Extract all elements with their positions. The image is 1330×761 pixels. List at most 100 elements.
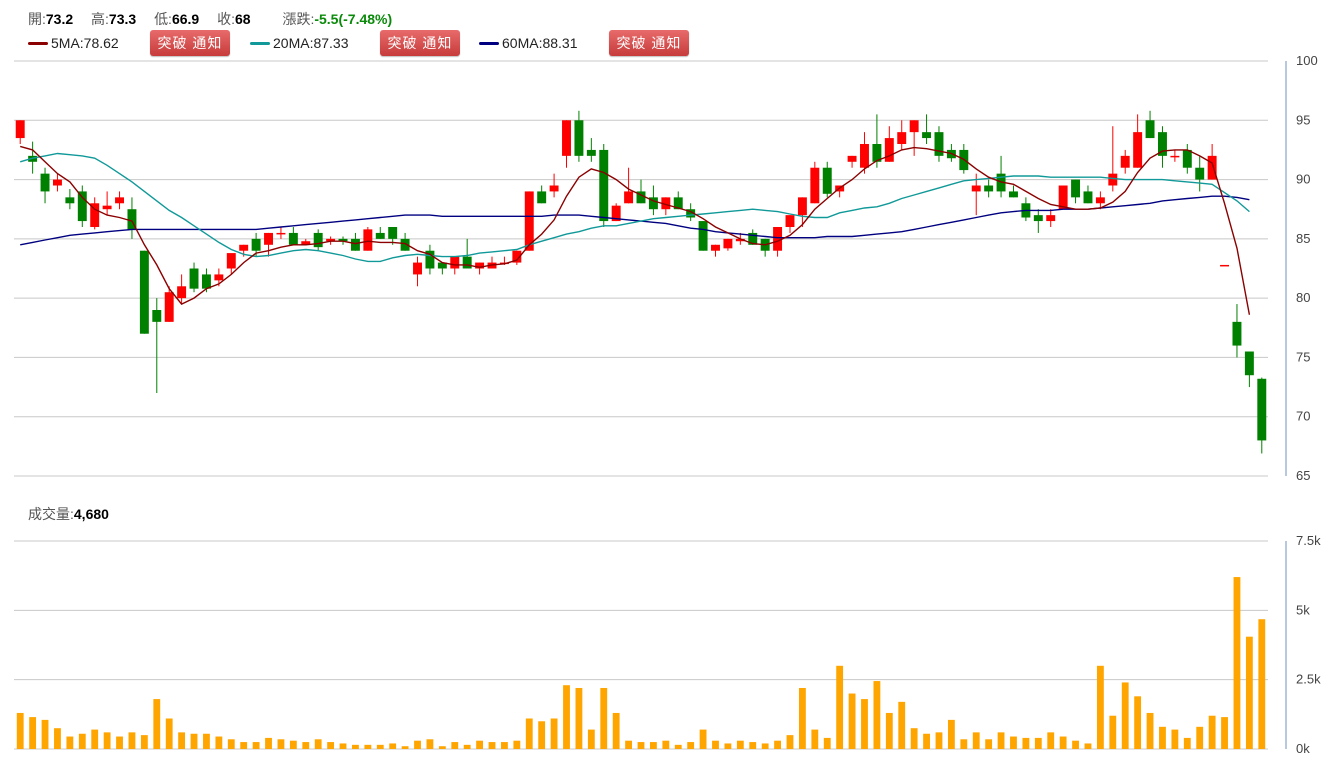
candle-body: [648, 197, 658, 210]
volume-bar: [103, 732, 111, 749]
volume-bar: [525, 718, 533, 749]
volume-tick-label: 0k: [1296, 741, 1310, 756]
change-label: 漲跌:: [282, 11, 315, 27]
volume-bar: [327, 742, 335, 749]
candle-body: [164, 292, 174, 322]
ma5-breakout-notify-button[interactable]: 突破 通知: [150, 30, 230, 56]
volume-bar: [699, 729, 707, 749]
candle-body: [425, 250, 435, 269]
volume-bar: [488, 742, 496, 749]
candle-body: [288, 232, 298, 245]
candle-body: [773, 227, 783, 251]
candle-body: [922, 132, 932, 139]
candle: [65, 189, 75, 210]
candle-body: [661, 197, 671, 210]
candle-body: [599, 149, 609, 222]
candle: [1145, 110, 1155, 139]
candle-body: [810, 167, 820, 204]
candle-body: [1033, 215, 1043, 222]
volume-bar: [463, 744, 471, 749]
volume-bar: [289, 740, 297, 749]
volume-bar: [438, 746, 446, 749]
candle: [189, 262, 199, 293]
volume-bar: [277, 739, 285, 749]
candle: [524, 191, 534, 251]
candle: [897, 120, 907, 150]
volume-bar: [811, 729, 819, 749]
candle-body: [413, 262, 422, 275]
volume-bar: [1010, 736, 1017, 749]
volume-bar: [1146, 712, 1154, 749]
volume-bar: [140, 735, 148, 749]
candle-body: [177, 286, 187, 299]
volume-bar: [352, 744, 359, 749]
candle: [971, 173, 981, 216]
candle: [375, 227, 385, 239]
candle-body: [1009, 191, 1018, 198]
candle-body: [375, 232, 385, 239]
candle: [723, 238, 733, 251]
volume-bar: [1134, 696, 1142, 749]
volume-bar: [848, 693, 856, 749]
volume-bar: [935, 732, 943, 749]
ma60-breakout-notify-button[interactable]: 突破 通知: [609, 30, 689, 56]
price-tick-label: 90: [1296, 172, 1310, 187]
candle: [15, 120, 25, 144]
volume-bar: [662, 740, 670, 749]
candle-body: [1120, 155, 1130, 168]
candle-body: [984, 185, 994, 192]
candle: [226, 253, 236, 275]
volume-bar: [550, 718, 558, 749]
candle: [1257, 377, 1267, 454]
volume-bar: [29, 717, 37, 749]
volume-bar: [898, 701, 906, 749]
candle: [1108, 126, 1118, 192]
y-axes: 65 70 75 80 85 90 95 100 0k 2.5k 5k 7.5k: [1285, 53, 1321, 756]
candle-body: [214, 274, 224, 281]
candle-body: [437, 262, 447, 269]
candle-body: [785, 215, 795, 227]
volume-bar: [1109, 715, 1117, 749]
candle: [288, 227, 298, 245]
candle: [350, 232, 360, 251]
volume-bar: [1196, 726, 1204, 749]
candle-body: [350, 238, 360, 251]
volume-bar: [451, 742, 459, 749]
volume-bar: [724, 743, 732, 749]
ma20-breakout-notify-button[interactable]: 突破 通知: [380, 30, 460, 56]
candle: [276, 227, 286, 239]
candle-body: [40, 173, 50, 192]
candle: [785, 215, 795, 233]
volume-summary: 成交量:4,680: [28, 504, 109, 524]
volume-bar: [836, 665, 844, 749]
candle-body: [52, 179, 62, 186]
ma20-label: 20MA:87.33: [273, 35, 349, 51]
volume-bar: [314, 739, 322, 749]
candle: [586, 138, 596, 162]
candle-body: [549, 185, 559, 192]
candle-body: [313, 232, 323, 248]
volume-bar: [923, 733, 930, 749]
volume-bar: [1183, 737, 1191, 749]
volume-tick-label: 5k: [1296, 602, 1310, 617]
volume-bar: [1258, 619, 1266, 749]
volume-bar: [823, 737, 831, 749]
candle: [760, 238, 770, 257]
candle-body: [611, 205, 621, 222]
volume-tick-label: 2.5k: [1296, 672, 1321, 687]
volume-bar: [1159, 726, 1166, 749]
volume-bar: [1022, 737, 1030, 749]
volume-bar: [612, 712, 620, 749]
candle-body: [698, 221, 708, 251]
candle-body: [1145, 120, 1155, 139]
volume-bar: [41, 719, 49, 749]
candle-body: [636, 191, 646, 204]
candle: [512, 250, 522, 265]
candle-body: [201, 274, 211, 289]
volume-bar: [240, 742, 248, 749]
ma20-legend: 20MA:87.33: [250, 30, 349, 56]
volume-bar: [861, 699, 868, 749]
candle-body: [239, 244, 249, 251]
volume-bar: [426, 739, 434, 749]
